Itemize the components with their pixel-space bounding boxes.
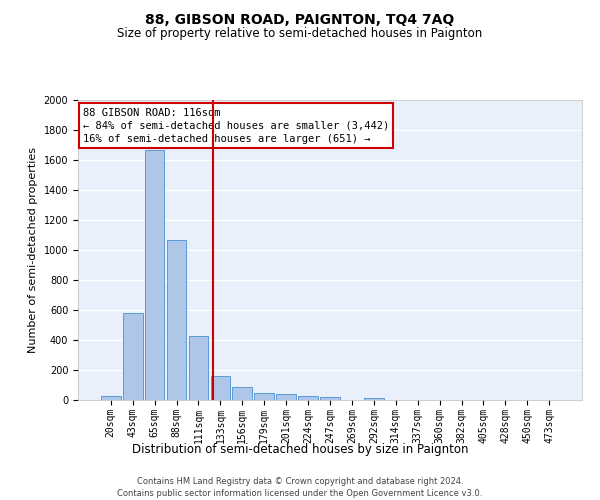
Bar	[320, 397, 340, 400]
Bar	[101, 396, 121, 400]
Bar	[123, 313, 143, 400]
Bar	[188, 336, 208, 400]
Text: 88 GIBSON ROAD: 116sqm
← 84% of semi-detached houses are smaller (3,442)
16% of : 88 GIBSON ROAD: 116sqm ← 84% of semi-det…	[83, 108, 389, 144]
Text: Contains HM Land Registry data © Crown copyright and database right 2024.: Contains HM Land Registry data © Crown c…	[137, 478, 463, 486]
Bar	[145, 150, 164, 400]
Bar	[298, 396, 318, 400]
Text: Size of property relative to semi-detached houses in Paignton: Size of property relative to semi-detach…	[118, 28, 482, 40]
Text: 88, GIBSON ROAD, PAIGNTON, TQ4 7AQ: 88, GIBSON ROAD, PAIGNTON, TQ4 7AQ	[145, 12, 455, 26]
Bar	[276, 394, 296, 400]
Bar	[364, 398, 384, 400]
Bar	[254, 393, 274, 400]
Text: Contains public sector information licensed under the Open Government Licence v3: Contains public sector information licen…	[118, 489, 482, 498]
Y-axis label: Number of semi-detached properties: Number of semi-detached properties	[28, 147, 38, 353]
Text: Distribution of semi-detached houses by size in Paignton: Distribution of semi-detached houses by …	[132, 442, 468, 456]
Bar	[167, 240, 187, 400]
Bar	[211, 376, 230, 400]
Bar	[232, 387, 252, 400]
